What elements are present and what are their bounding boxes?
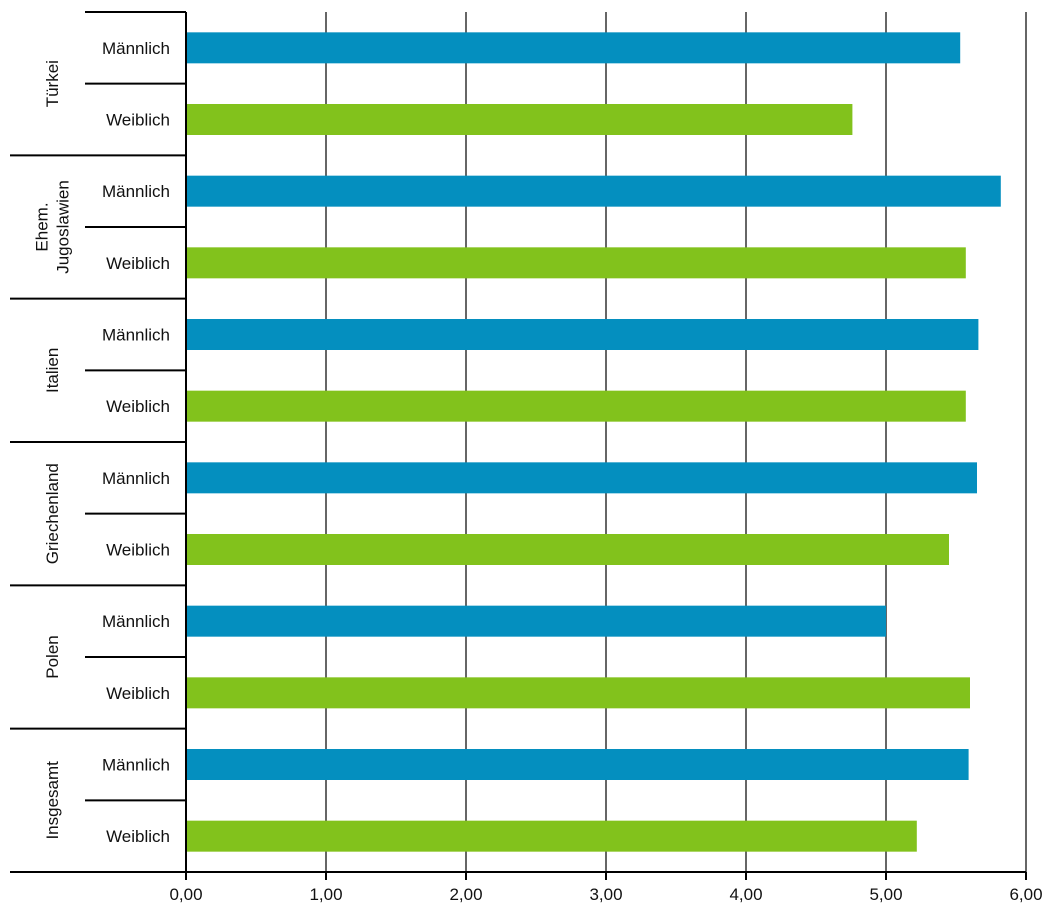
x-tick-label-0: 0,00 — [169, 885, 202, 904]
group-label-5-0: Insgesamt — [43, 761, 62, 840]
x-tick-label-2: 2,00 — [449, 885, 482, 904]
bar-4-0 — [186, 605, 886, 637]
bar-4-1 — [186, 677, 970, 709]
bar-1-1 — [186, 247, 966, 279]
axes-layer — [10, 11, 1027, 880]
bar-1-0 — [186, 175, 1001, 207]
x-tick-label-6: 6,00 — [1009, 885, 1042, 904]
group-label-1-0: Ehem. — [33, 202, 52, 251]
bar-label-3-0: Männlich — [102, 469, 170, 488]
grid-layer — [325, 12, 1027, 872]
x-tick-label-5: 5,00 — [869, 885, 902, 904]
bar-label-2-1: Weiblich — [106, 397, 170, 416]
bar-label-4-1: Weiblich — [106, 684, 170, 703]
labels-layer: 0,00 1,00 2,00 3,00 4,00 5,00 6,00 Männlich Weib… — [33, 39, 1043, 904]
bar-label-3-1: Weiblich — [106, 541, 170, 560]
bar-2-0 — [186, 319, 979, 350]
bar-label-0-1: Weiblich — [106, 111, 170, 130]
bar-label-1-0: Männlich — [102, 182, 170, 201]
bar-2-1 — [186, 390, 966, 422]
x-tick-label-1: 1,00 — [309, 885, 342, 904]
x-tick-label-4: 4,00 — [729, 885, 762, 904]
bar-label-1-1: Weiblich — [106, 254, 170, 273]
bar-0-0 — [186, 32, 961, 64]
bar-5-1 — [186, 820, 917, 852]
bar-3-0 — [186, 462, 977, 494]
group-label-0-0: Türkei — [43, 60, 62, 107]
bar-label-2-0: Männlich — [102, 326, 170, 345]
bar-label-4-0: Männlich — [102, 612, 170, 631]
group-label-2-0: Italien — [43, 348, 62, 393]
group-label-4-0: Polen — [43, 635, 62, 678]
group-label-3-0: Griechenland — [43, 463, 62, 564]
bar-label-5-0: Männlich — [102, 756, 170, 775]
x-tick-label-3: 3,00 — [589, 885, 622, 904]
bar-label-0-0: Männlich — [102, 39, 170, 58]
group-label-1-1: Jugoslawien — [54, 180, 73, 274]
bars-layer — [186, 32, 1001, 852]
bar-5-0 — [186, 749, 969, 780]
bar-3-1 — [186, 534, 949, 565]
bar-label-5-1: Weiblich — [106, 827, 170, 846]
bar-0-1 — [186, 104, 853, 135]
